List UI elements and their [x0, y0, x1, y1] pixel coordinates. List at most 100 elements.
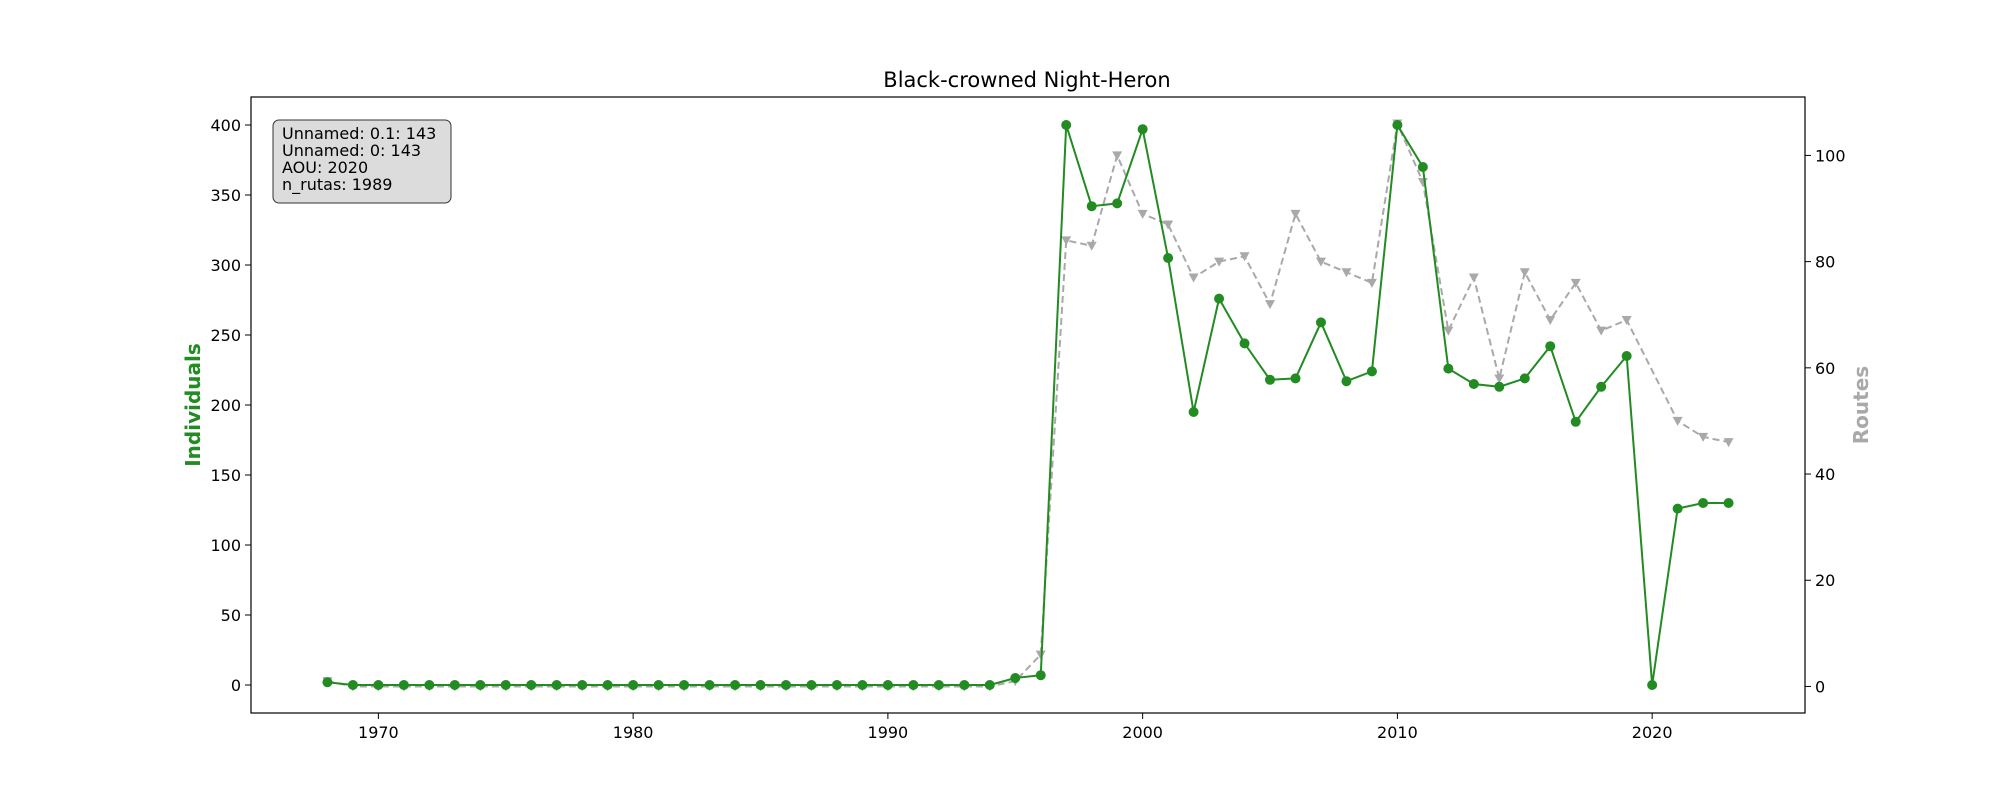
y-left-tick-label: 350	[210, 186, 241, 205]
individuals-point	[1494, 381, 1505, 392]
individuals-point	[1188, 407, 1199, 417]
individuals-point	[1545, 341, 1556, 352]
individuals-point	[780, 680, 791, 690]
routes-point	[1214, 257, 1225, 267]
y-right-tick-label: 0	[1815, 677, 1825, 696]
routes-point	[1163, 220, 1174, 230]
y-left-tick-label: 100	[210, 536, 241, 555]
info-box: Unnamed: 0.1: 143 Unnamed: 0: 143 AOU: 2…	[272, 119, 452, 204]
y-right-tick-label: 60	[1815, 359, 1835, 378]
individuals-point	[1086, 201, 1097, 212]
individuals-point	[1265, 374, 1276, 385]
individuals-point	[551, 680, 562, 690]
individuals-point	[882, 680, 893, 690]
individuals-point	[1163, 253, 1174, 263]
y-left-tick-label: 250	[210, 326, 241, 345]
individuals-point	[908, 680, 919, 690]
individuals-point	[347, 680, 358, 690]
individuals-point	[1647, 680, 1658, 690]
routes-point	[1265, 300, 1276, 310]
individuals-point	[730, 680, 741, 690]
y-right-tick-label: 80	[1815, 253, 1835, 272]
individuals-point	[1570, 416, 1581, 427]
individuals-point	[1239, 338, 1250, 349]
routes-point	[1366, 278, 1377, 288]
y-left-tick-label: 0	[231, 676, 241, 695]
individuals-point	[1112, 198, 1123, 209]
routes-point	[1188, 273, 1199, 283]
individuals-point	[1621, 351, 1632, 361]
individuals-point	[1468, 379, 1479, 389]
individuals-point	[1035, 670, 1046, 681]
routes-point	[1341, 268, 1352, 278]
x-tick-label: 1970	[358, 723, 399, 742]
routes-point	[1417, 177, 1428, 187]
individuals-point	[1214, 293, 1225, 304]
individuals-point	[373, 680, 384, 690]
routes-point	[1061, 236, 1072, 246]
individuals-line	[327, 121, 1729, 686]
individuals-point	[449, 680, 460, 690]
x-axis: 1970 1980 1990 2000 2010 2020	[358, 713, 1673, 742]
individuals-point	[1290, 373, 1301, 384]
x-tick-label: 2010	[1377, 723, 1418, 742]
routes-line	[327, 120, 1729, 688]
y-right-tick-label: 20	[1815, 571, 1835, 590]
info-line-unnamed-0: Unnamed: 0: 143	[282, 141, 421, 160]
routes-point	[1468, 273, 1479, 283]
routes-point	[1315, 257, 1326, 267]
individuals-point	[1443, 363, 1454, 374]
individuals-series	[322, 120, 1734, 690]
y-left-tick-label: 200	[210, 396, 241, 415]
routes-series	[322, 119, 1734, 692]
individuals-point	[322, 677, 333, 688]
y-axis-right-label: Routes	[1849, 366, 1873, 444]
x-tick-label: 1990	[868, 723, 909, 742]
individuals-point	[857, 680, 868, 690]
individuals-point	[653, 680, 664, 690]
individuals-point	[602, 680, 613, 690]
info-line-n-rutas: n_rutas: 1989	[282, 175, 392, 195]
x-tick-label: 2020	[1632, 723, 1673, 742]
x-tick-label: 2000	[1122, 723, 1163, 742]
individuals-point	[933, 680, 944, 690]
routes-point	[1443, 326, 1454, 336]
individuals-point	[806, 680, 817, 690]
routes-point	[1112, 151, 1123, 161]
y-axis-left: 0 50 100 150 200 250 300 350 400	[210, 116, 251, 695]
individuals-point	[1366, 366, 1377, 377]
y-right-tick-label: 100	[1815, 146, 1846, 165]
routes-point	[1672, 416, 1683, 426]
routes-point	[1137, 209, 1148, 219]
individuals-point	[755, 680, 766, 690]
routes-point	[1494, 374, 1505, 384]
individuals-point	[577, 680, 588, 690]
individuals-point	[984, 680, 995, 690]
individuals-point	[1672, 503, 1683, 514]
y-axis-left-label: Individuals	[181, 343, 205, 467]
individuals-point	[1417, 162, 1428, 172]
info-line-aou: AOU: 2020	[282, 158, 368, 177]
routes-point	[1239, 252, 1250, 262]
x-tick-label: 1980	[613, 723, 654, 742]
plot-frame	[250, 96, 1806, 714]
individuals-point	[1137, 124, 1148, 135]
routes-point	[1698, 432, 1709, 442]
routes-point	[1621, 316, 1632, 326]
individuals-point	[1698, 498, 1709, 508]
individuals-point	[500, 680, 511, 690]
chart-title: Black-crowned Night-Heron	[883, 68, 1170, 92]
y-axis-right: 0 20 40 60 80 100	[1805, 146, 1846, 696]
individuals-point	[959, 680, 970, 690]
individuals-point	[1519, 373, 1530, 384]
individuals-point	[704, 680, 715, 690]
individuals-point	[475, 680, 486, 690]
routes-point	[1545, 316, 1556, 326]
individuals-point	[1723, 498, 1734, 508]
y-left-tick-label: 400	[210, 116, 241, 135]
individuals-point	[1010, 673, 1021, 683]
y-left-tick-label: 150	[210, 466, 241, 485]
individuals-point	[398, 680, 409, 690]
individuals-point	[831, 680, 842, 690]
